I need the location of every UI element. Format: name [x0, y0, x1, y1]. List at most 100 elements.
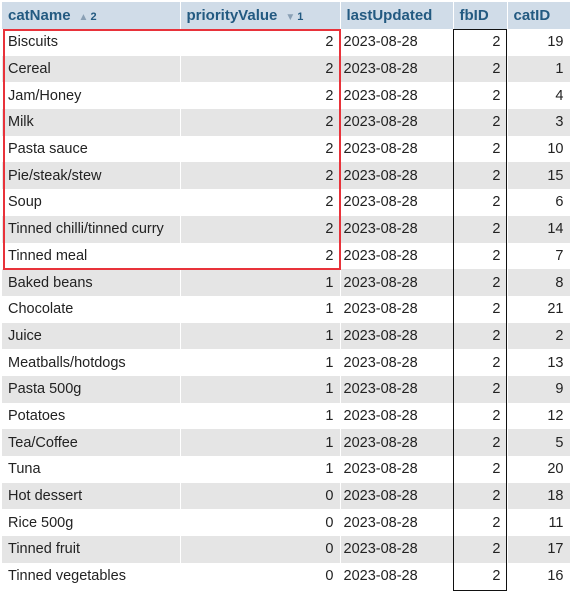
column-header-priorityvalue-label[interactable]: priorityValue — [186, 7, 278, 24]
cell-catname[interactable]: Cereal — [2, 55, 181, 83]
cell-lastupdated[interactable]: 2023-08-28 — [340, 375, 454, 403]
table-row[interactable]: Tinned fruit 0 2023-08-28 2 17 — [2, 536, 571, 563]
table-row[interactable]: Milk 2 2023-08-28 2 3 — [2, 109, 571, 136]
cell-lastupdated[interactable]: 2023-08-28 — [340, 29, 454, 56]
cell-fbid[interactable]: 2 — [453, 295, 508, 323]
cell-catid[interactable]: 17 — [507, 536, 571, 563]
column-header-fbid-label[interactable]: fbID — [459, 7, 489, 24]
cell-fbid[interactable]: 2 — [453, 82, 508, 110]
cell-priorityvalue[interactable]: 0 — [180, 509, 341, 537]
cell-fbid[interactable]: 2 — [453, 269, 508, 296]
cell-fbid[interactable]: 2 — [453, 402, 508, 430]
cell-priorityvalue[interactable]: 0 — [180, 482, 341, 510]
table-row[interactable]: Juice 1 2023-08-28 2 2 — [2, 322, 571, 350]
table-row[interactable]: Biscuits 2 2023-08-28 2 19 — [2, 29, 571, 56]
cell-catname[interactable]: Tinned fruit — [2, 536, 181, 563]
cell-catname[interactable]: Tuna — [2, 456, 181, 483]
cell-priorityvalue[interactable]: 2 — [180, 55, 341, 83]
cell-fbid[interactable]: 2 — [453, 562, 508, 590]
column-header-catid[interactable]: catID — [507, 2, 571, 29]
cell-catid[interactable]: 12 — [507, 402, 571, 430]
cell-fbid[interactable]: 2 — [453, 55, 508, 83]
cell-catname[interactable]: Baked beans — [2, 269, 181, 296]
table-row[interactable]: Tinned chilli/tinned curry 2 2023-08-28 2 14 — [2, 215, 571, 243]
cell-priorityvalue[interactable]: 2 — [180, 135, 341, 163]
cell-lastupdated[interactable]: 2023-08-28 — [340, 162, 454, 190]
cell-catname[interactable]: Tinned chilli/tinned curry — [2, 215, 181, 243]
cell-lastupdated[interactable]: 2023-08-28 — [340, 456, 454, 483]
cell-catname[interactable]: Pie/steak/stew — [2, 162, 181, 190]
cell-catname[interactable]: Tinned meal — [2, 242, 181, 270]
cell-catname[interactable]: Tinned vegetables — [2, 562, 181, 590]
cell-lastupdated[interactable]: 2023-08-28 — [340, 215, 454, 243]
cell-catid[interactable]: 5 — [507, 429, 571, 456]
table-row[interactable]: Cereal 2 2023-08-28 2 1 — [2, 55, 571, 83]
cell-lastupdated[interactable]: 2023-08-28 — [340, 189, 454, 216]
cell-fbid[interactable]: 2 — [453, 482, 508, 510]
cell-catname[interactable]: Potatoes — [2, 402, 181, 430]
cell-catname[interactable]: Hot dessert — [2, 482, 181, 510]
cell-lastupdated[interactable]: 2023-08-28 — [340, 509, 454, 537]
cell-priorityvalue[interactable]: 1 — [180, 402, 341, 430]
cell-catid[interactable]: 6 — [507, 189, 571, 216]
cell-lastupdated[interactable]: 2023-08-28 — [340, 269, 454, 296]
cell-priorityvalue[interactable]: 2 — [180, 162, 341, 190]
cell-catid[interactable]: 18 — [507, 482, 571, 510]
cell-lastupdated[interactable]: 2023-08-28 — [340, 109, 454, 136]
cell-fbid[interactable]: 2 — [453, 109, 508, 136]
cell-catname[interactable]: Pasta sauce — [2, 135, 181, 163]
cell-fbid[interactable]: 2 — [453, 215, 508, 243]
cell-fbid[interactable]: 2 — [453, 536, 508, 563]
column-header-lastupdated-label[interactable]: lastUpdated — [346, 7, 433, 24]
cell-priorityvalue[interactable]: 1 — [180, 322, 341, 350]
cell-priorityvalue[interactable]: 2 — [180, 109, 341, 136]
cell-fbid[interactable]: 2 — [453, 242, 508, 270]
table-row[interactable]: Tuna 1 2023-08-28 2 20 — [2, 456, 571, 483]
cell-catname[interactable]: Jam/Honey — [2, 82, 181, 110]
cell-catname[interactable]: Rice 500g — [2, 509, 181, 537]
cell-lastupdated[interactable]: 2023-08-28 — [340, 322, 454, 350]
cell-catid[interactable]: 9 — [507, 375, 571, 403]
cell-catname[interactable]: Juice — [2, 322, 181, 350]
cell-priorityvalue[interactable]: 0 — [180, 536, 341, 563]
cell-fbid[interactable]: 2 — [453, 429, 508, 456]
cell-lastupdated[interactable]: 2023-08-28 — [340, 536, 454, 563]
cell-fbid[interactable]: 2 — [453, 322, 508, 350]
table-row[interactable]: Tea/Coffee 1 2023-08-28 2 5 — [2, 429, 571, 456]
cell-catid[interactable]: 8 — [507, 269, 571, 296]
cell-fbid[interactable]: 2 — [453, 135, 508, 163]
cell-catid[interactable]: 15 — [507, 162, 571, 190]
cell-catid[interactable]: 10 — [507, 135, 571, 163]
cell-lastupdated[interactable]: 2023-08-28 — [340, 55, 454, 83]
cell-priorityvalue[interactable]: 2 — [180, 189, 341, 216]
cell-catname[interactable]: Biscuits — [2, 29, 181, 56]
cell-catid[interactable]: 2 — [507, 322, 571, 350]
cell-catname[interactable]: Milk — [2, 109, 181, 136]
cell-lastupdated[interactable]: 2023-08-28 — [340, 482, 454, 510]
cell-catid[interactable]: 4 — [507, 82, 571, 110]
cell-catid[interactable]: 7 — [507, 242, 571, 270]
cell-lastupdated[interactable]: 2023-08-28 — [340, 135, 454, 163]
cell-catid[interactable]: 13 — [507, 349, 571, 376]
table-row[interactable]: Pasta sauce 2 2023-08-28 2 10 — [2, 135, 571, 163]
cell-catid[interactable]: 14 — [507, 215, 571, 243]
cell-catname[interactable]: Soup — [2, 189, 181, 216]
cell-catname[interactable]: Pasta 500g — [2, 375, 181, 403]
cell-catid[interactable]: 21 — [507, 295, 571, 323]
table-row[interactable]: Jam/Honey 2 2023-08-28 2 4 — [2, 82, 571, 110]
table-row[interactable]: Baked beans 1 2023-08-28 2 8 — [2, 269, 571, 296]
cell-lastupdated[interactable]: 2023-08-28 — [340, 402, 454, 430]
table-row[interactable]: Hot dessert 0 2023-08-28 2 18 — [2, 482, 571, 510]
cell-priorityvalue[interactable]: 0 — [180, 562, 341, 590]
table-row[interactable]: Chocolate 1 2023-08-28 2 21 — [2, 295, 571, 323]
cell-fbid[interactable]: 2 — [453, 189, 508, 216]
cell-catid[interactable]: 19 — [507, 29, 571, 56]
sort-ascending-icon[interactable]: ▲ — [78, 12, 89, 23]
cell-catid[interactable]: 3 — [507, 109, 571, 136]
cell-priorityvalue[interactable]: 1 — [180, 349, 341, 376]
cell-priorityvalue[interactable]: 1 — [180, 429, 341, 456]
column-header-fbid[interactable]: fbID — [453, 2, 508, 29]
cell-fbid[interactable]: 2 — [453, 29, 508, 56]
cell-fbid[interactable]: 2 — [453, 456, 508, 483]
cell-priorityvalue[interactable]: 1 — [180, 456, 341, 483]
